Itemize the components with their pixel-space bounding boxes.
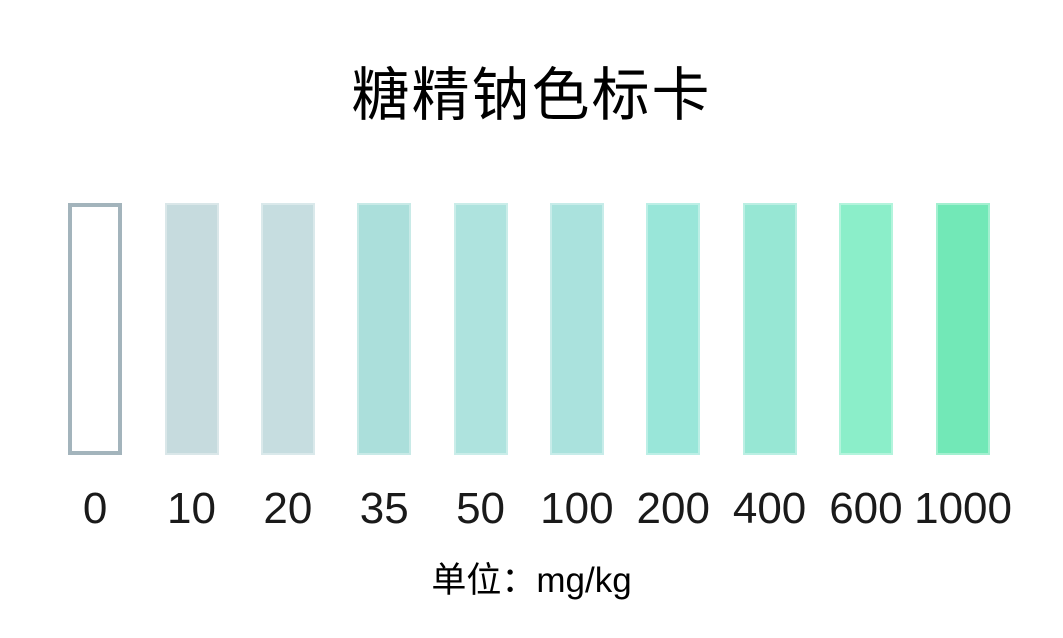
concentration-label: 1000 (914, 484, 1012, 533)
swatch-column: 600 (818, 203, 914, 533)
color-swatch (68, 203, 123, 455)
concentration-label: 35 (359, 484, 409, 533)
swatch-column: 20 (240, 203, 336, 533)
concentration-label: 200 (636, 484, 710, 533)
color-swatch (260, 203, 315, 455)
swatch-column: 1000 (914, 203, 1012, 533)
swatch-column: 10 (143, 203, 239, 533)
concentration-label: 20 (263, 484, 313, 533)
color-swatch (164, 203, 219, 455)
concentration-label: 400 (732, 484, 807, 533)
concentration-label: 10 (167, 484, 216, 533)
page-title: 糖精钠色标卡 (351, 63, 712, 128)
swatch-column: 200 (625, 203, 721, 533)
swatch-column: 0 (47, 203, 143, 533)
color-swatch (357, 203, 412, 455)
color-swatch (549, 203, 604, 455)
swatch-column: 50 (432, 203, 528, 533)
color-swatch (453, 203, 508, 455)
concentration-label: 0 (82, 484, 108, 533)
color-swatch (838, 203, 893, 455)
concentration-label: 50 (456, 484, 506, 533)
swatch-column: 400 (721, 203, 817, 533)
color-swatch (742, 203, 797, 455)
swatch-strip: 0 10 20 35 50 100 200 400 600 1000 (47, 203, 1012, 533)
swatch-column: 35 (336, 203, 432, 533)
concentration-label: 600 (829, 484, 903, 533)
unit-label: 单位：mg/kg (431, 561, 632, 600)
color-swatch (936, 203, 991, 455)
swatch-column: 100 (529, 203, 625, 533)
color-swatch (646, 203, 701, 455)
concentration-label: 100 (540, 484, 614, 533)
